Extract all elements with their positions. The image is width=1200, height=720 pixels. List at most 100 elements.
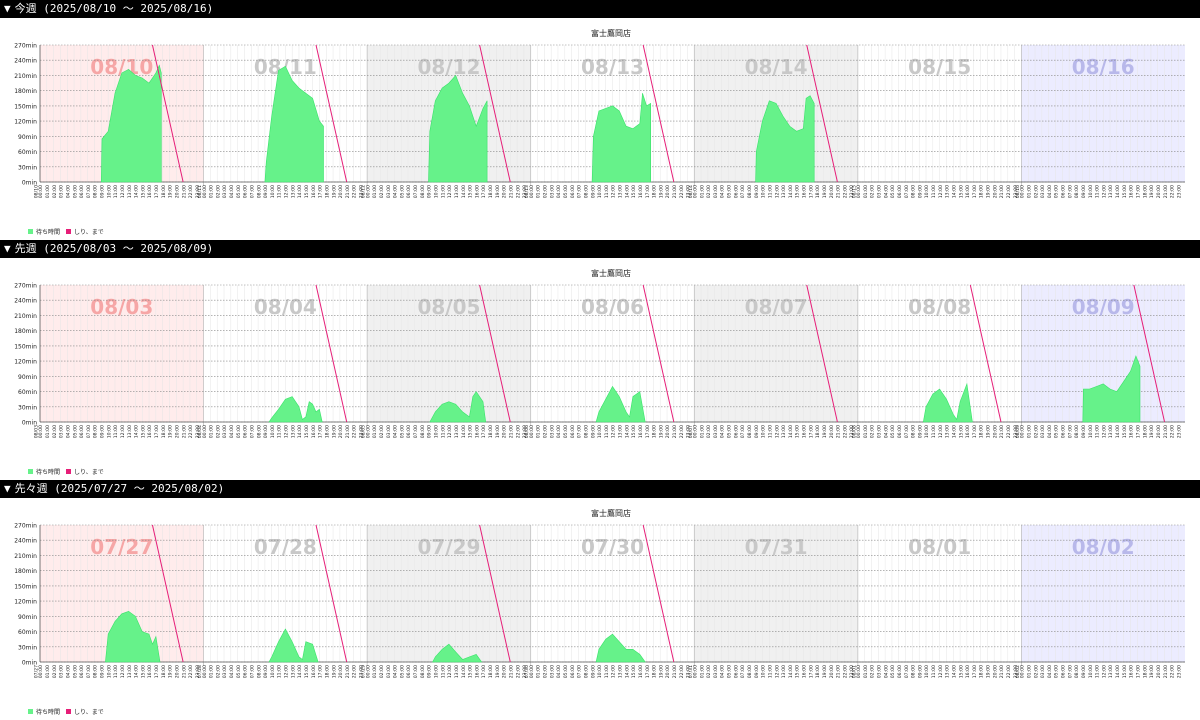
x-tick-label: 19:00 [168, 185, 174, 198]
x-tick-label: 16:00 [1129, 425, 1135, 438]
y-tick-label: 0min [22, 660, 37, 667]
x-tick-label: 10:00 [106, 185, 112, 198]
x-tick-label: 23:00 [522, 665, 528, 678]
x-tick-label: 20:00 [992, 665, 998, 678]
x-tick-label: 10:00 [106, 425, 112, 438]
x-tick-label: 06:00 [1061, 185, 1067, 198]
x-tick-label: 07:00 [1067, 425, 1073, 438]
x-tick-label: 07:00 [413, 665, 419, 678]
x-tick-label: 16:00 [147, 425, 153, 438]
x-tick-label: 07:00 [413, 425, 419, 438]
x-tick-label: 13:00 [781, 425, 787, 438]
x-tick-label: 01:00 [863, 185, 869, 198]
x-tick-label: 06:00 [733, 185, 739, 198]
x-date-label: 07/29 [361, 665, 367, 678]
x-tick-label: 02:00 [870, 185, 876, 198]
x-tick-label: 12:00 [938, 665, 944, 678]
legend-wait-label: 待ち時間 [36, 468, 60, 476]
x-tick-label: 07:00 [86, 185, 92, 198]
x-tick-label: 23:00 [522, 185, 528, 198]
x-tick-label: 04:00 [720, 665, 726, 678]
x-tick-label: 17:00 [1135, 185, 1141, 198]
x-tick-label: 05:00 [399, 665, 405, 678]
x-tick-label: 12:00 [447, 425, 453, 438]
week-section: ▼ 先々週 (2025/07/27 〜 2025/08/02) 富士鷹岡店 07/2… [0, 480, 1200, 720]
x-tick-label: 04:00 [65, 185, 71, 198]
y-tick-label: 180min [14, 328, 37, 335]
day-watermark-label: 07/29 [417, 535, 480, 559]
x-tick-label: 00:00 [529, 185, 535, 198]
x-tick-label: 05:00 [399, 185, 405, 198]
x-tick-label: 04:00 [883, 665, 889, 678]
x-tick-label: 00:00 [529, 665, 535, 678]
x-tick-label: 20:00 [992, 185, 998, 198]
y-tick-label: 270min [14, 523, 37, 530]
x-tick-label: 03:00 [1040, 665, 1046, 678]
x-tick-label: 10:00 [270, 665, 276, 678]
x-tick-label: 23:00 [195, 185, 201, 198]
x-tick-label: 00:00 [1020, 665, 1026, 678]
triangle-down-icon: ▼ [4, 482, 11, 495]
x-tick-label: 10:00 [1088, 425, 1094, 438]
x-tick-label: 11:00 [604, 425, 610, 438]
x-tick-label: 05:00 [236, 425, 242, 438]
x-tick-label: 19:00 [822, 425, 828, 438]
y-tick-label: 150min [14, 103, 37, 110]
x-tick-label: 09:00 [754, 665, 760, 678]
x-tick-label: 07:00 [249, 425, 255, 438]
x-tick-label: 21:00 [836, 185, 842, 198]
x-tick-label: 06:00 [243, 425, 249, 438]
x-tick-label: 11:00 [277, 425, 283, 438]
x-tick-label: 11:00 [113, 425, 119, 438]
x-tick-label: 13:00 [454, 665, 460, 678]
x-tick-label: 06:00 [570, 425, 576, 438]
x-tick-label: 23:00 [1176, 665, 1182, 678]
x-tick-label: 02:00 [52, 425, 58, 438]
x-tick-label: 18:00 [488, 185, 494, 198]
x-tick-label: 20:00 [175, 185, 181, 198]
x-tick-label: 06:00 [1061, 665, 1067, 678]
x-tick-label: 13:00 [781, 665, 787, 678]
x-tick-label: 01:00 [536, 425, 542, 438]
x-tick-label: 01:00 [209, 665, 215, 678]
x-tick-label: 00:00 [365, 185, 371, 198]
x-tick-label: 18:00 [324, 185, 330, 198]
x-tick-label: 18:00 [488, 665, 494, 678]
x-tick-label: 08:00 [420, 425, 426, 438]
x-tick-label: 22:00 [188, 185, 194, 198]
x-tick-label: 21:00 [836, 425, 842, 438]
x-tick-label: 02:00 [379, 185, 385, 198]
x-tick-label: 06:00 [79, 425, 85, 438]
x-tick-label: 21:00 [836, 665, 842, 678]
x-tick-label: 16:00 [474, 665, 480, 678]
x-tick-label: 10:00 [597, 185, 603, 198]
x-tick-label: 09:00 [917, 425, 923, 438]
limit-line [479, 44, 511, 183]
x-tick-label: 01:00 [699, 665, 705, 678]
x-tick-label: 20:00 [665, 425, 671, 438]
x-tick-label: 07:00 [904, 185, 910, 198]
x-tick-label: 18:00 [652, 185, 658, 198]
x-tick-label: 01:00 [863, 425, 869, 438]
x-tick-label: 12:00 [774, 665, 780, 678]
x-tick-label: 22:00 [1170, 665, 1176, 678]
x-tick-label: 08:00 [1074, 185, 1080, 198]
day-watermark-label: 08/15 [908, 55, 971, 79]
x-tick-label: 14:00 [1115, 425, 1121, 438]
x-tick-label: 16:00 [474, 425, 480, 438]
x-date-label: 07/27 [34, 665, 40, 678]
x-tick-label: 21:00 [345, 425, 351, 438]
x-tick-label: 04:00 [229, 425, 235, 438]
x-tick-label: 18:00 [815, 425, 821, 438]
x-tick-label: 21:00 [508, 425, 514, 438]
x-tick-label: 15:00 [304, 665, 310, 678]
x-tick-label: 01:00 [209, 185, 215, 198]
x-tick-label: 03:00 [386, 665, 392, 678]
x-tick-label: 04:00 [883, 185, 889, 198]
x-tick-label: 08:00 [93, 185, 99, 198]
x-tick-label: 16:00 [638, 185, 644, 198]
x-tick-label: 15:00 [958, 425, 964, 438]
x-tick-label: 08:00 [256, 185, 262, 198]
x-tick-label: 00:00 [1020, 185, 1026, 198]
x-tick-label: 15:00 [304, 185, 310, 198]
